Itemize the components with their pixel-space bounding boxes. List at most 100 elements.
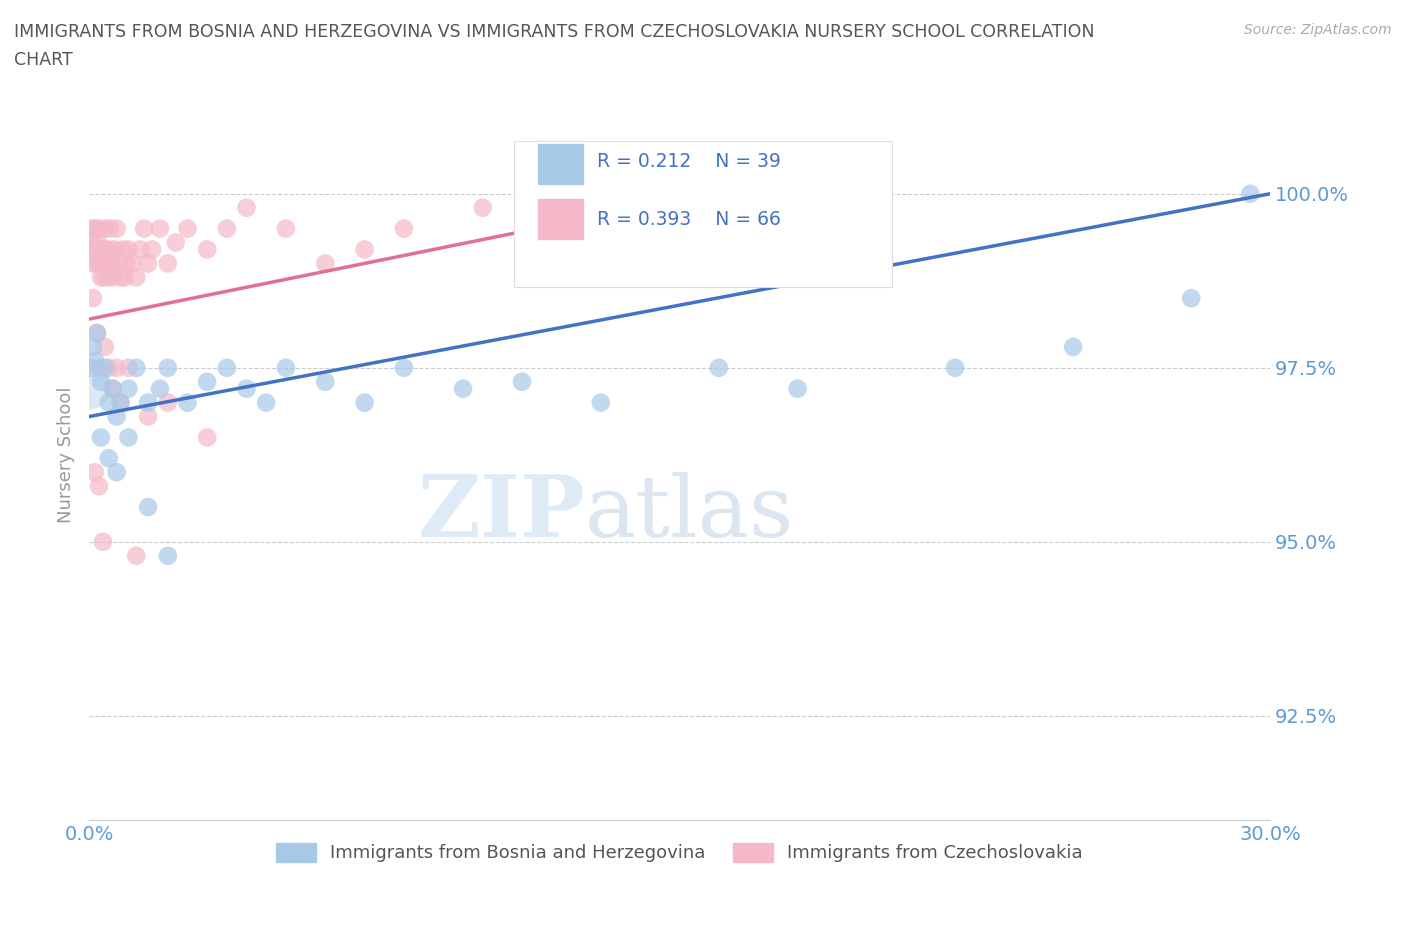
Text: Source: ZipAtlas.com: Source: ZipAtlas.com: [1244, 23, 1392, 37]
Point: [156, 395, 179, 410]
Point: [83, 235, 105, 250]
Point: [94, 339, 117, 354]
Point: [943, 361, 966, 376]
Point: [87, 479, 110, 494]
Point: [125, 270, 148, 285]
FancyBboxPatch shape: [515, 140, 891, 286]
Point: [1062, 339, 1084, 354]
Point: [314, 256, 336, 271]
Point: [105, 221, 128, 236]
Point: [94, 361, 117, 376]
Point: [195, 374, 218, 389]
Point: [82, 256, 104, 271]
Point: [86, 326, 108, 340]
Point: [117, 361, 139, 376]
Point: [101, 381, 124, 396]
Point: [105, 465, 128, 480]
Point: [176, 221, 198, 236]
Point: [451, 381, 474, 396]
Point: [156, 256, 179, 271]
Point: [121, 256, 143, 271]
Point: [97, 361, 120, 376]
Point: [80, 361, 103, 376]
Point: [156, 549, 179, 564]
Point: [117, 381, 139, 396]
Point: [90, 242, 112, 257]
Point: [149, 381, 172, 396]
Point: [94, 242, 117, 257]
Point: [136, 256, 159, 271]
Point: [115, 256, 138, 271]
Point: [90, 430, 112, 445]
Point: [156, 361, 179, 376]
Point: [84, 465, 107, 480]
Point: [91, 535, 114, 550]
Point: [110, 395, 132, 410]
Point: [107, 256, 129, 271]
Text: CHART: CHART: [14, 51, 73, 69]
Point: [110, 270, 132, 285]
Point: [110, 395, 132, 410]
Point: [125, 361, 148, 376]
Point: [195, 242, 218, 257]
Point: [149, 221, 172, 236]
Text: atlas: atlas: [585, 472, 794, 555]
Point: [90, 361, 112, 376]
Point: [215, 361, 238, 376]
Bar: [538, 199, 582, 239]
Point: [87, 221, 110, 236]
Y-axis label: Nursery School: Nursery School: [58, 387, 75, 523]
Point: [105, 361, 128, 376]
Point: [117, 430, 139, 445]
Point: [125, 549, 148, 564]
Point: [80, 221, 103, 236]
Legend: Immigrants from Bosnia and Herzegovina, Immigrants from Czechoslovakia: Immigrants from Bosnia and Herzegovina, …: [269, 835, 1090, 870]
Point: [97, 270, 120, 285]
Point: [141, 242, 163, 257]
Point: [84, 353, 107, 368]
Point: [510, 374, 533, 389]
Point: [136, 499, 159, 514]
Point: [90, 270, 112, 285]
Bar: [538, 144, 582, 184]
Point: [93, 270, 115, 285]
Point: [84, 221, 107, 236]
Point: [82, 242, 104, 257]
Point: [136, 409, 159, 424]
Point: [136, 395, 159, 410]
Point: [353, 242, 375, 257]
Point: [176, 395, 198, 410]
Point: [129, 242, 152, 257]
Point: [86, 326, 108, 340]
Point: [254, 395, 277, 410]
Point: [111, 242, 134, 257]
Point: [786, 381, 808, 396]
Point: [79, 381, 101, 396]
Point: [82, 291, 104, 306]
Point: [90, 374, 112, 389]
Point: [104, 242, 127, 257]
Point: [235, 200, 257, 215]
Point: [117, 242, 139, 257]
Point: [87, 235, 110, 250]
Point: [195, 430, 218, 445]
Point: [165, 235, 187, 250]
Point: [84, 242, 107, 257]
Point: [392, 221, 415, 236]
Point: [274, 361, 297, 376]
Point: [392, 361, 415, 376]
Point: [98, 221, 121, 236]
Point: [589, 395, 612, 410]
Point: [97, 395, 120, 410]
Point: [97, 451, 120, 466]
Text: R = 0.212    N = 39: R = 0.212 N = 39: [598, 152, 780, 170]
Point: [101, 381, 124, 396]
Text: R = 0.393    N = 66: R = 0.393 N = 66: [598, 210, 780, 229]
Point: [707, 361, 730, 376]
Point: [94, 221, 117, 236]
Point: [550, 221, 572, 236]
Point: [471, 200, 494, 215]
Text: IMMIGRANTS FROM BOSNIA AND HERZEGOVINA VS IMMIGRANTS FROM CZECHOSLOVAKIA NURSERY: IMMIGRANTS FROM BOSNIA AND HERZEGOVINA V…: [14, 23, 1094, 41]
Point: [215, 221, 238, 236]
Point: [114, 270, 136, 285]
